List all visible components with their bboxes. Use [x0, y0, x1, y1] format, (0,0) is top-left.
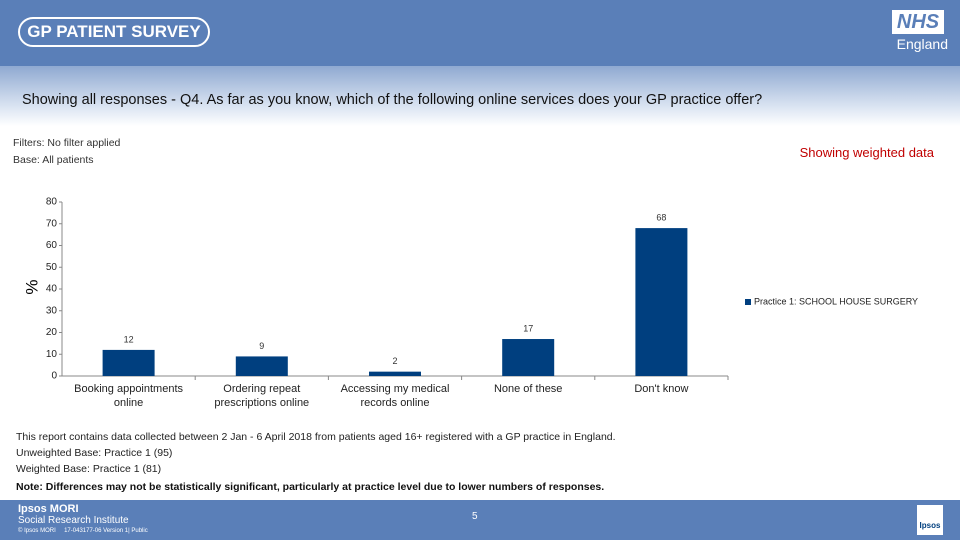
footer-institute: Social Research Institute — [18, 515, 129, 526]
data-label: 12 — [124, 334, 134, 344]
x-tick-label: Ordering repeat prescriptions online — [214, 383, 310, 409]
page-number: 5 — [472, 511, 478, 522]
footer-org: Ipsos MORI — [18, 503, 79, 515]
nhs-logo: NHS — [892, 10, 944, 34]
note: Unweighted Base: Practice 1 (95) — [16, 447, 173, 459]
legend-label: Practice 1: SCHOOL HOUSE SURGERY — [754, 296, 918, 306]
y-axis-label: % — [22, 279, 41, 294]
y-tick-label: 80 — [46, 197, 58, 208]
bar — [102, 349, 155, 376]
header-band — [0, 0, 960, 66]
bar — [635, 228, 688, 376]
x-tick-label: None of these — [493, 383, 563, 395]
y-tick-label: 50 — [46, 262, 58, 273]
survey-logo: GP PATIENT SURVEY — [18, 17, 210, 47]
bar — [502, 339, 555, 376]
y-tick-label: 20 — [46, 327, 58, 338]
filters: Filters: No filter applied — [13, 137, 121, 149]
bar — [235, 356, 288, 376]
x-tick-label: Booking appointments online — [74, 383, 184, 409]
y-tick-label: 70 — [46, 218, 58, 229]
x-tick-label: Accessing my medical records online — [340, 383, 450, 409]
note: Note: Differences may not be statistical… — [16, 481, 605, 493]
y-tick-label: 40 — [46, 284, 58, 295]
y-tick-label: 10 — [46, 349, 58, 360]
data-label: 2 — [392, 356, 397, 366]
note: This report contains data collected betw… — [16, 431, 616, 443]
data-label: 17 — [523, 323, 533, 333]
base: Base: All patients — [13, 154, 94, 166]
chart-title: Showing all responses - Q4. As far as yo… — [22, 92, 763, 108]
bar — [369, 371, 421, 376]
footer-credit: © Ipsos MORI 17-043177-06 Version 1| Pub… — [18, 528, 148, 534]
note: Weighted Base: Practice 1 (81) — [16, 463, 162, 475]
ipsos-logo: Ipsos — [917, 505, 943, 535]
weighting-note: Showing weighted data — [799, 145, 934, 160]
legend-swatch — [745, 299, 751, 305]
y-tick-label: 0 — [51, 371, 57, 382]
x-tick-label: Don't know — [634, 383, 689, 395]
data-label: 68 — [656, 212, 666, 222]
footer-band — [0, 500, 960, 540]
data-label: 9 — [259, 341, 264, 351]
nhs-region: England — [896, 36, 948, 52]
y-tick-label: 60 — [46, 240, 58, 251]
title-band — [0, 66, 960, 126]
y-tick-label: 30 — [46, 305, 58, 316]
